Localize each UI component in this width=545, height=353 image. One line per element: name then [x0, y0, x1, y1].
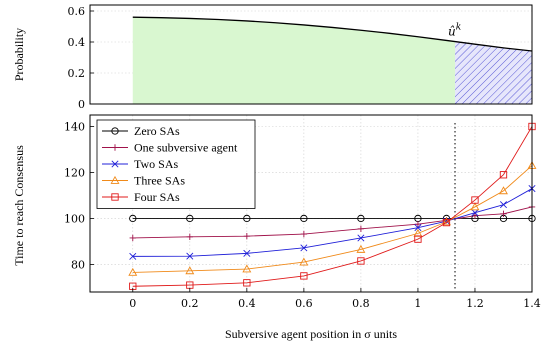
probability-y-tick-label: 0.2 — [68, 67, 86, 80]
legend-label: Four SAs — [134, 190, 180, 204]
above-threshold-hatched-area — [455, 41, 532, 104]
square-marker — [414, 235, 422, 243]
below-threshold-area — [132, 17, 456, 105]
circle-marker — [300, 214, 308, 223]
x-marker — [414, 224, 422, 232]
probability-axes-frame — [89, 4, 533, 105]
circle-marker — [357, 214, 365, 223]
legend-entry: Three SAs — [102, 174, 185, 188]
series-line — [132, 126, 533, 287]
probability-curve-layer — [132, 16, 533, 52]
probability-fill — [132, 17, 532, 105]
square-marker — [243, 279, 251, 287]
series-three-sas — [128, 160, 537, 276]
legend-label: Three SAs — [134, 174, 185, 188]
x-tick-label: 1.4 — [523, 297, 541, 310]
triangle-marker — [110, 175, 120, 184]
y-tick-label: 140 — [64, 120, 85, 133]
consensus-y-ticks: 80 100 120 140 — [64, 120, 94, 271]
probability-y-ticks: 0 0.2 0.4 0.6 — [68, 5, 94, 111]
y-tick-label: 100 — [64, 212, 85, 225]
x-tick-label: 1 — [414, 297, 421, 310]
probability-panel: 0 0.2 0.4 0.6 Probability ûk — [12, 4, 533, 111]
triangle-marker — [299, 257, 309, 266]
plus-marker — [186, 233, 194, 241]
probability-y-tick-label: 0.4 — [68, 36, 86, 49]
triangle-marker — [242, 264, 252, 273]
legend-entry: Four SAs — [102, 190, 180, 204]
u-hat-superscript: k — [456, 23, 461, 33]
triangle-marker — [470, 202, 480, 211]
x-marker — [186, 252, 194, 260]
circle-marker — [243, 214, 251, 223]
legend-label: Two SAs — [134, 157, 178, 171]
triangle-marker — [356, 244, 366, 253]
probability-y-axis-label: Probability — [12, 28, 26, 81]
square-marker — [300, 272, 308, 280]
square-marker — [499, 171, 508, 179]
circle-marker — [186, 214, 194, 223]
x-tick-label: 0.6 — [295, 297, 313, 310]
x-tick-label: 1.2 — [466, 297, 484, 310]
plus-marker — [471, 212, 479, 219]
consensus-axes-frame — [89, 114, 533, 293]
probability-y-tick-label: 0.6 — [68, 5, 86, 18]
consensus-y-axis-label: Time to reach Consensus — [12, 145, 26, 266]
series-line — [132, 165, 533, 273]
triangle-marker — [185, 266, 195, 275]
square-marker — [442, 218, 451, 227]
square-marker — [357, 257, 365, 265]
plus-marker — [243, 232, 251, 240]
consensus-x-ticks: 0 0.2 0.4 0.6 0.8 1 1.2 1.4 — [129, 288, 541, 310]
u-hat-symbol: û — [448, 25, 456, 39]
legend-entry: Two SAs — [102, 157, 178, 171]
triangle-marker — [499, 186, 508, 195]
x-tick-label: 0.2 — [181, 297, 199, 310]
consensus-series-layer — [128, 122, 537, 290]
x-marker — [357, 234, 365, 242]
square-marker — [111, 193, 119, 201]
legend-entry: Zero SAs — [102, 124, 180, 138]
circle-marker — [129, 214, 137, 223]
x-marker — [243, 249, 251, 257]
square-marker — [471, 196, 479, 204]
plus-marker — [414, 220, 422, 228]
plus-marker — [300, 230, 308, 238]
consensus-time-panel: 0 0.2 0.4 0.6 0.8 1 1.2 1.4 80 100 120 140 Time to… — [12, 114, 541, 341]
circle-marker — [111, 127, 119, 135]
x-marker — [499, 201, 508, 209]
legend-label: One subversive agent — [134, 141, 238, 155]
legend: Zero SAs One subversive agent Two SAs Three… — [96, 119, 256, 209]
y-tick-label: 80 — [71, 258, 85, 271]
x-marker — [471, 209, 479, 217]
series-one-subversive-agent — [129, 203, 536, 242]
legend-label: Zero SAs — [134, 124, 180, 138]
plus-marker — [500, 210, 507, 218]
x-tick-label: 0 — [129, 297, 136, 310]
plus-marker — [357, 225, 365, 232]
x-marker — [111, 160, 119, 168]
triangle-marker — [128, 267, 138, 276]
y-tick-label: 120 — [64, 166, 85, 179]
x-tick-label: 0.4 — [238, 297, 256, 310]
series-line — [132, 206, 533, 239]
x-tick-label: 0.8 — [352, 297, 370, 310]
x-marker — [129, 252, 137, 260]
probability-y-tick-label: 0 — [78, 98, 85, 111]
plus-marker — [111, 144, 119, 151]
u-hat-k-annotation: ûk — [448, 23, 461, 39]
plus-marker — [129, 234, 136, 242]
series-line — [132, 188, 533, 257]
consensus-x-axis-label: Subversive agent position in σ units — [225, 327, 397, 341]
legend-entry: One subversive agent — [102, 141, 238, 155]
x-marker — [300, 244, 308, 252]
probability-curve — [132, 16, 533, 52]
